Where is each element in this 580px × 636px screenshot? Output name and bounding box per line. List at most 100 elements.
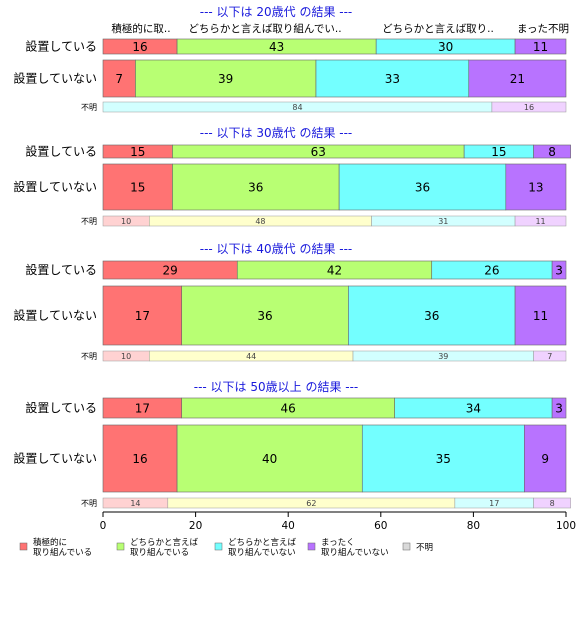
- legend-swatch: [307, 542, 316, 551]
- bar-segment: [172, 163, 340, 211]
- x-tick-label: 20: [189, 520, 202, 532]
- data-label: 3: [555, 402, 563, 416]
- x-tick-label: 80: [467, 520, 480, 532]
- unknown-row-label: 不明: [81, 352, 97, 361]
- bar-segment: [551, 397, 567, 419]
- bar-segment: [514, 285, 567, 346]
- unknown-bar-segment: [491, 101, 567, 113]
- legend-label: どちらかと言えば取り組んでいる: [130, 537, 199, 558]
- legend-swatch: [402, 542, 411, 551]
- row-label: 設置していない: [13, 179, 97, 194]
- unknown-data-label: 39: [438, 352, 448, 361]
- data-label: 26: [484, 264, 499, 278]
- data-label: 46: [281, 402, 296, 416]
- data-label: 30: [438, 40, 453, 54]
- category-header: 積極的に取..: [111, 22, 170, 35]
- data-label: 39: [218, 72, 233, 86]
- unknown-bar-segment: [533, 350, 567, 362]
- data-label: 3: [555, 264, 563, 278]
- legend-label: どちらかと言えば取り組んでいない: [228, 537, 297, 558]
- unknown-data-label: 14: [130, 499, 140, 508]
- unknown-data-label: 11: [535, 217, 545, 226]
- data-label: 36: [424, 309, 439, 323]
- x-tick-label: 0: [100, 520, 107, 532]
- data-label: 16: [132, 452, 147, 466]
- row-label: 設置している: [25, 144, 97, 159]
- bar-segment: [533, 144, 571, 159]
- unknown-data-label: 10: [121, 217, 131, 226]
- data-label: 36: [248, 181, 263, 195]
- bar-segment: [524, 424, 567, 493]
- bar-segment: [514, 38, 567, 55]
- data-label: 21: [510, 72, 525, 86]
- bar-segment: [102, 59, 136, 98]
- category-header: まった不明: [517, 23, 569, 35]
- x-tick-label: 40: [282, 520, 295, 532]
- unknown-bar-segment: [514, 215, 567, 227]
- data-label: 11: [533, 40, 548, 54]
- category-header: どちらかと言えば取り組んでい..: [188, 22, 341, 35]
- row-label: 設置していない: [13, 451, 97, 466]
- unknown-data-label: 31: [438, 217, 448, 226]
- data-label: 7: [115, 72, 123, 86]
- bar-segment: [315, 59, 470, 98]
- data-label: 29: [162, 264, 177, 278]
- row-label: 設置していない: [13, 71, 97, 86]
- data-label: 16: [132, 40, 147, 54]
- category-header: どちらかと言えば取り..: [382, 22, 494, 35]
- bar-segment: [102, 285, 183, 346]
- data-label: 33: [385, 72, 400, 86]
- bar-segment: [102, 163, 173, 211]
- legend-swatch: [214, 542, 223, 551]
- legend-label: 積極的に取り組んでいる: [33, 537, 92, 558]
- data-label: 15: [130, 145, 145, 159]
- data-label: 43: [269, 40, 284, 54]
- unknown-data-label: 7: [547, 352, 552, 361]
- x-tick-label: 100: [556, 520, 576, 532]
- data-label: 36: [257, 309, 272, 323]
- bar-segment: [102, 424, 178, 493]
- data-label: 35: [436, 452, 451, 466]
- data-label: 36: [415, 181, 430, 195]
- legend-label: まったく取り組んでいない: [321, 538, 389, 558]
- row-label: 設置している: [25, 39, 97, 54]
- data-label: 40: [262, 452, 277, 466]
- row-label: 設置している: [25, 400, 97, 415]
- bar-segment: [348, 285, 516, 346]
- data-label: 11: [533, 309, 548, 323]
- unknown-row-label: 不明: [81, 499, 97, 508]
- legend-label: 不明: [416, 543, 433, 553]
- group-title: --- 以下は 40歳代 の結果 ---: [200, 242, 353, 256]
- x-tick-label: 60: [374, 520, 387, 532]
- unknown-data-label: 48: [255, 217, 265, 226]
- unknown-row-label: 不明: [81, 103, 97, 112]
- data-label: 8: [548, 145, 556, 159]
- unknown-data-label: 84: [292, 103, 302, 112]
- unknown-data-label: 17: [489, 499, 499, 508]
- group-title: --- 以下は 50歳以上 の結果 ---: [194, 380, 359, 394]
- unknown-bar-segment: [533, 497, 571, 509]
- bar-segment: [505, 163, 567, 211]
- data-label: 15: [130, 181, 145, 195]
- group-title: --- 以下は 20歳代 の結果 ---: [200, 5, 353, 19]
- data-label: 34: [466, 402, 481, 416]
- bar-segment: [361, 424, 525, 493]
- unknown-data-label: 8: [550, 499, 555, 508]
- bar-segment: [176, 424, 363, 493]
- data-label: 13: [528, 181, 543, 195]
- bar-segment: [551, 260, 567, 280]
- data-label: 17: [135, 402, 150, 416]
- group-title: --- 以下は 30歳代 の結果 ---: [200, 126, 353, 140]
- data-label: 9: [541, 452, 549, 466]
- bar-segment: [181, 285, 349, 346]
- legend-swatch: [19, 542, 28, 551]
- unknown-data-label: 62: [306, 499, 316, 508]
- data-label: 15: [491, 145, 506, 159]
- unknown-data-label: 16: [524, 103, 534, 112]
- bar-segment: [135, 59, 317, 98]
- row-label: 設置していない: [13, 308, 97, 323]
- data-label: 17: [135, 309, 150, 323]
- row-label: 設置している: [25, 262, 97, 277]
- unknown-data-label: 44: [246, 352, 256, 361]
